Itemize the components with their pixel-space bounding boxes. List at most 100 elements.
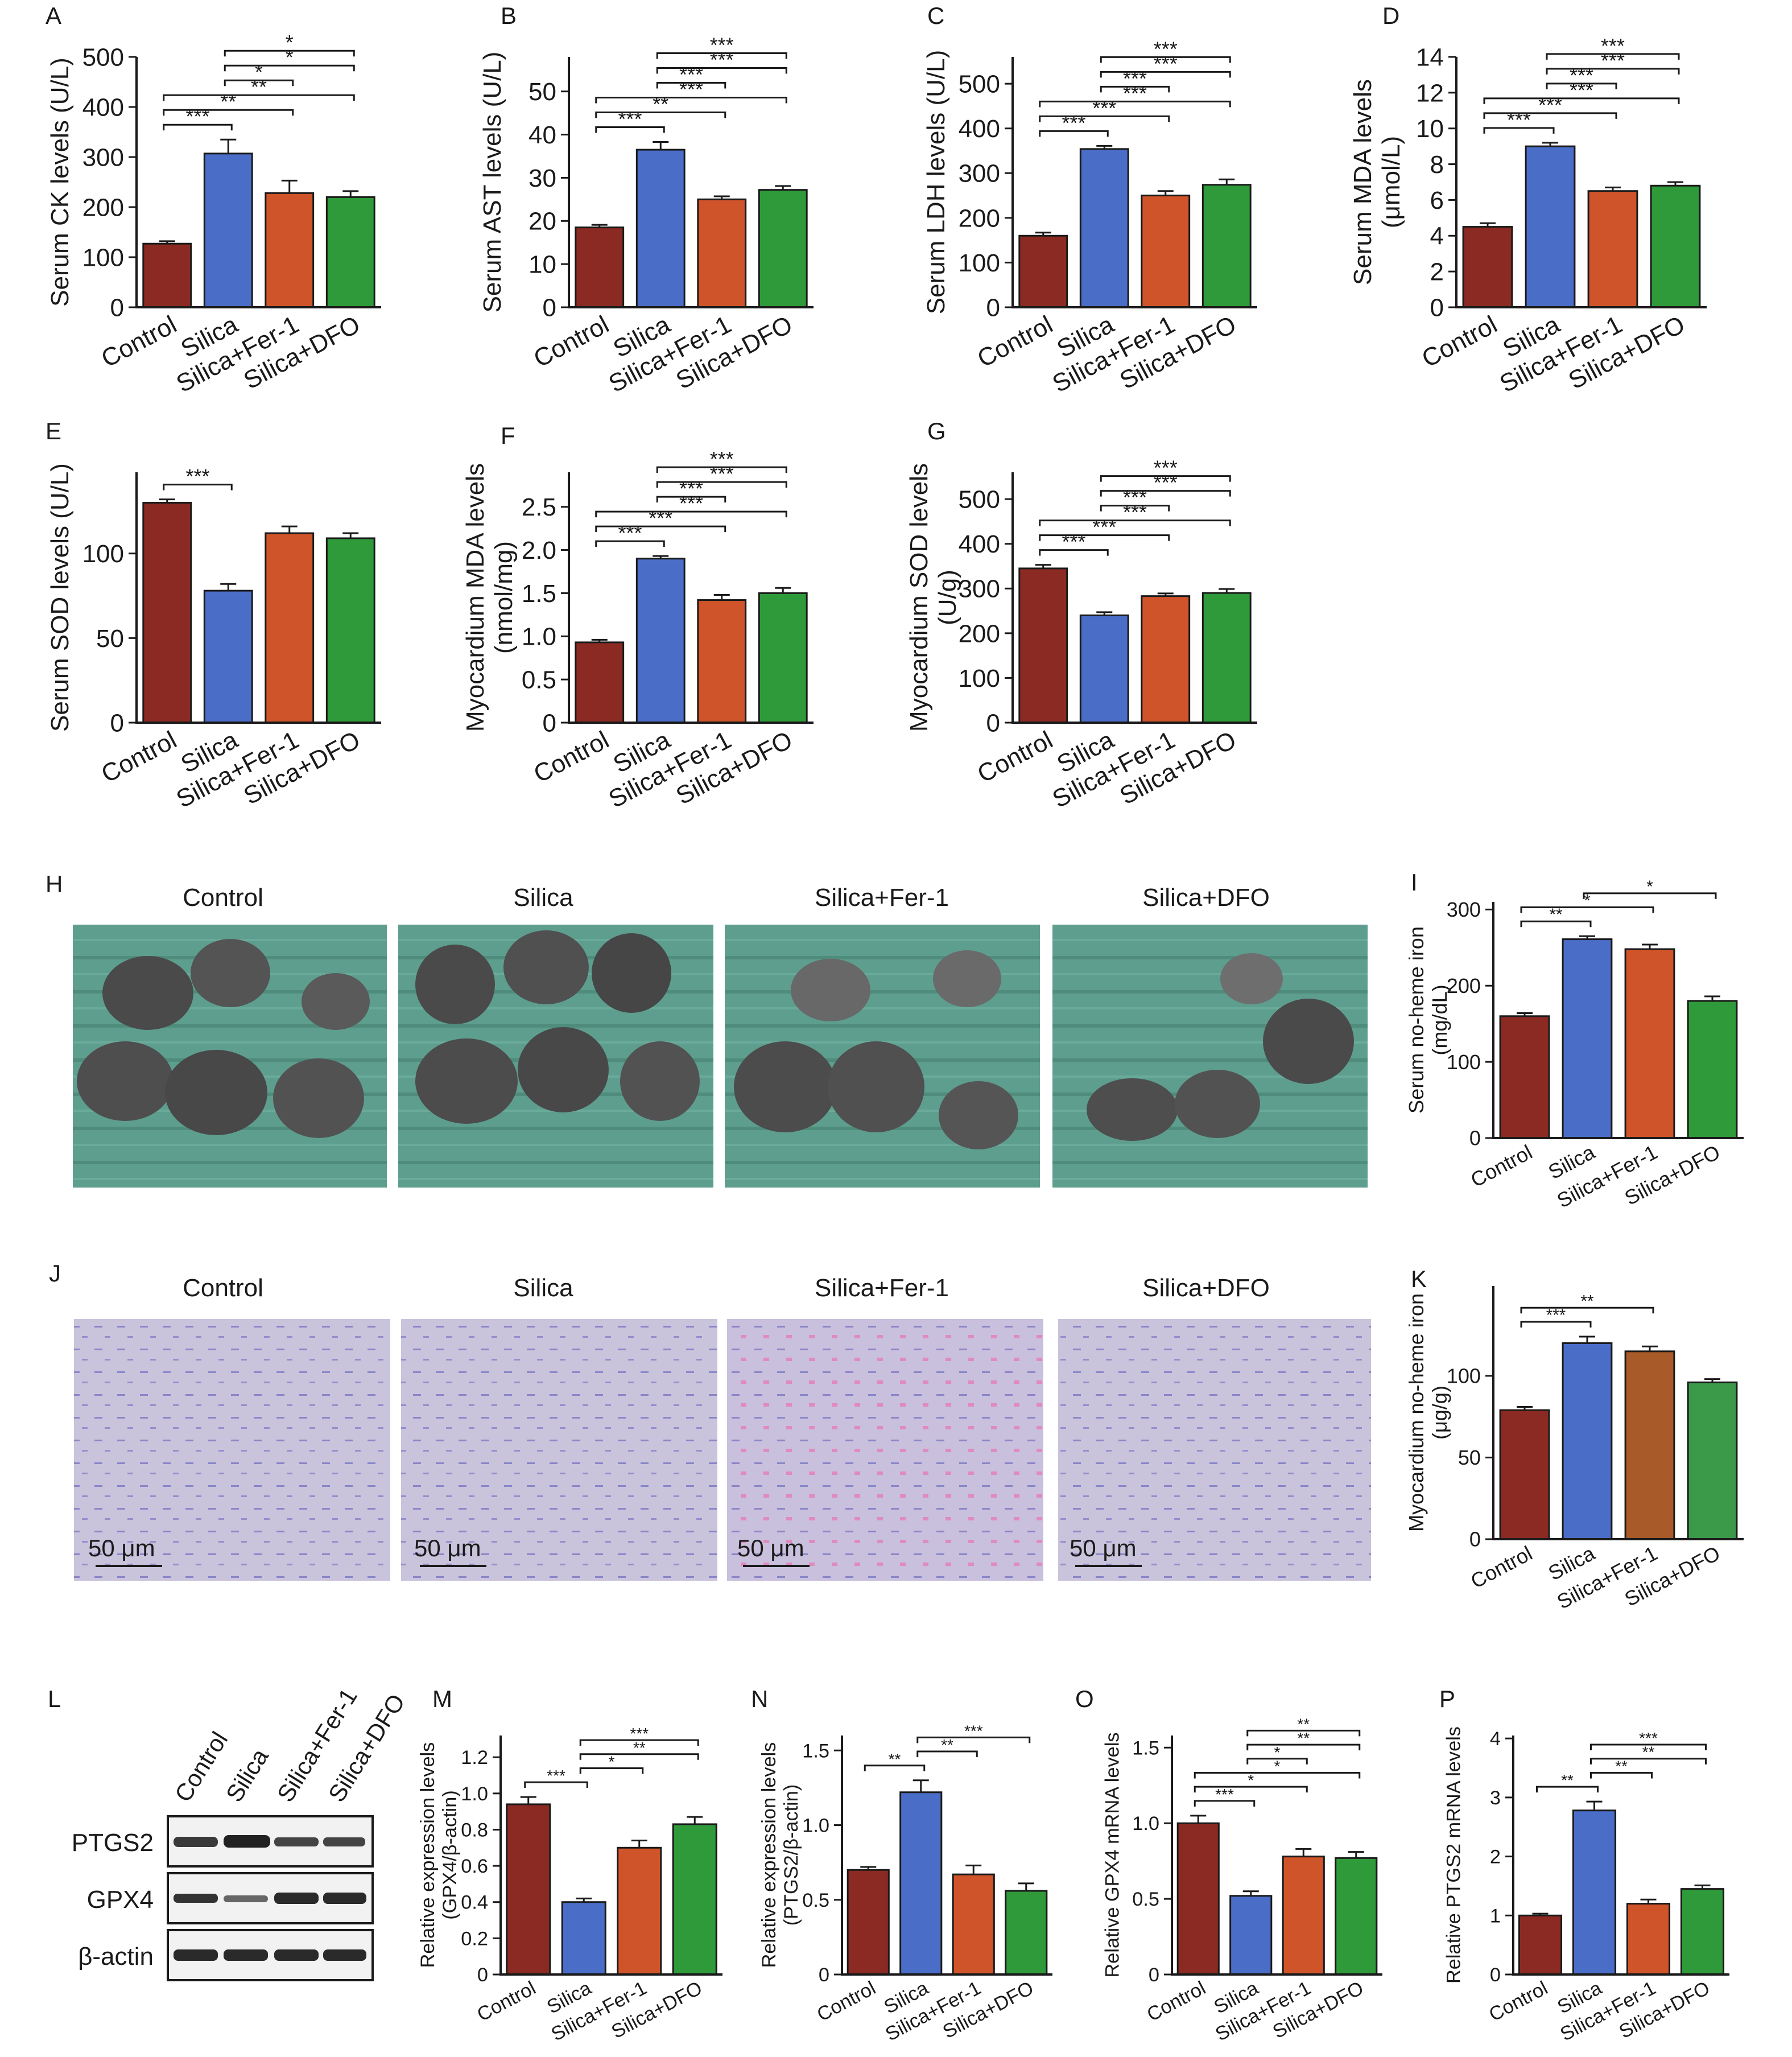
ytick-label-d-0: 0 bbox=[1430, 294, 1444, 321]
sig-bracket-a-4 bbox=[224, 64, 355, 72]
ytick-label-d-2: 4 bbox=[1430, 222, 1444, 250]
axes-m bbox=[499, 1736, 722, 1976]
sig-bracket-f-2 bbox=[595, 510, 787, 518]
bar-b-1 bbox=[635, 149, 686, 308]
ytick-label-p-1: 1 bbox=[1490, 1905, 1501, 1927]
bar-a-2 bbox=[265, 192, 315, 308]
panel-label-p: P bbox=[1439, 1685, 1455, 1712]
sig-label-g-1: *** bbox=[1092, 516, 1116, 539]
sig-label-f-1: *** bbox=[649, 506, 672, 530]
sig-label-d-1: *** bbox=[1538, 93, 1562, 117]
bar-k-3 bbox=[1687, 1381, 1738, 1540]
ylabel-i: Serum no-heme iron bbox=[1405, 926, 1428, 1114]
error-bar-a-0 bbox=[159, 240, 175, 244]
error-bar-b-0 bbox=[591, 224, 608, 228]
ytick-label-g-4: 400 bbox=[959, 530, 1000, 558]
ylabel-n: Relative expression levels bbox=[758, 1742, 780, 1968]
ytick-label-p-3: 3 bbox=[1490, 1787, 1501, 1809]
bar-b-3 bbox=[758, 189, 808, 308]
bar-c-3 bbox=[1201, 184, 1252, 308]
sig-bracket-k-1 bbox=[1520, 1306, 1654, 1314]
axes-p bbox=[1512, 1736, 1729, 1976]
sig-bracket-m-1 bbox=[579, 1767, 644, 1774]
bar-p-3 bbox=[1680, 1888, 1725, 1976]
panel-label-g: G bbox=[927, 418, 946, 444]
ylabel-m: Relative expression levels bbox=[417, 1742, 439, 1968]
sig-bracket-o-1 bbox=[1194, 1786, 1308, 1793]
stain-image-fer1 bbox=[727, 1319, 1043, 1581]
xtick-label-g-0: Control bbox=[973, 726, 1057, 789]
bar-i-0 bbox=[1499, 1015, 1550, 1139]
bar-p-1 bbox=[1572, 1809, 1617, 1976]
ytick-label-d-1: 2 bbox=[1430, 258, 1444, 286]
ytick-label-d-7: 14 bbox=[1416, 43, 1444, 71]
bar-d-2 bbox=[1587, 190, 1638, 308]
ylabel2-n: (PTGS2/β-actin) bbox=[781, 1784, 802, 1926]
sig-bracket-p-0 bbox=[1536, 1786, 1599, 1793]
ytick-label-i-0: 0 bbox=[1469, 1127, 1481, 1150]
ytick-label-g-5: 500 bbox=[959, 486, 1000, 514]
bar-o-2 bbox=[1282, 1856, 1325, 1976]
em-image-control bbox=[73, 925, 387, 1188]
bar-e-1 bbox=[203, 590, 253, 724]
ytick-label-m-6: 1.2 bbox=[461, 1747, 488, 1769]
sig-label-k-1: ** bbox=[1581, 1292, 1594, 1310]
bar-f-3 bbox=[758, 592, 808, 724]
sig-bracket-p-3 bbox=[1590, 1743, 1707, 1751]
sig-bracket-g-1 bbox=[1039, 534, 1170, 541]
axes-a bbox=[135, 57, 381, 308]
xtick-label-a-0: Control bbox=[97, 311, 181, 373]
error-bar-o-0 bbox=[1190, 1815, 1207, 1824]
sig-label-f-2: *** bbox=[679, 492, 703, 515]
sig-bracket-c-0 bbox=[1039, 130, 1109, 137]
sig-bracket-k-0 bbox=[1520, 1321, 1592, 1328]
error-bar-p-3 bbox=[1694, 1884, 1711, 1889]
bar-c-0 bbox=[1018, 234, 1068, 308]
sig-bracket-d-5 bbox=[1546, 53, 1680, 60]
ytick-label-m-4: 0.8 bbox=[461, 1819, 488, 1841]
blot-row-label-actin: β-actin bbox=[78, 1943, 154, 1971]
ytick-label-n-1: 0.5 bbox=[802, 1890, 829, 1911]
sig-bracket-f-5 bbox=[656, 466, 787, 473]
sig-bracket-d-3 bbox=[1546, 83, 1617, 89]
error-bar-i-1 bbox=[1579, 935, 1595, 939]
sig-bracket-e-0 bbox=[163, 484, 233, 490]
error-bar-d-1 bbox=[1542, 142, 1558, 147]
sig-label-o-4: ** bbox=[1297, 1729, 1310, 1747]
ytick-label-e-1: 50 bbox=[96, 625, 124, 653]
error-bar-e-0 bbox=[159, 498, 175, 503]
sig-label-g-0: *** bbox=[1062, 530, 1085, 554]
sig-bracket-d-4 bbox=[1546, 68, 1680, 75]
axes-o bbox=[1171, 1736, 1382, 1976]
sig-label-c-2: *** bbox=[1123, 81, 1147, 105]
error-bar-d-0 bbox=[1480, 222, 1496, 227]
sig-label-n-0: ** bbox=[889, 1750, 901, 1768]
ytick-label-a-1: 100 bbox=[82, 244, 124, 271]
ytick-label-k-0: 0 bbox=[1469, 1528, 1481, 1551]
xtick-label-c-0: Control bbox=[973, 311, 1057, 373]
error-bar-f-0 bbox=[591, 638, 608, 642]
error-bar-m-0 bbox=[520, 1796, 536, 1804]
ytick-label-g-2: 200 bbox=[959, 620, 1000, 648]
xtick-label-f-0: Control bbox=[529, 726, 613, 789]
sig-bracket-b-1 bbox=[595, 111, 726, 118]
sig-label-d-0: *** bbox=[1507, 108, 1531, 131]
error-bar-g-3 bbox=[1219, 588, 1235, 593]
sig-bracket-d-1 bbox=[1483, 112, 1617, 119]
sig-label-g-4: *** bbox=[1154, 471, 1178, 494]
sig-bracket-a-1 bbox=[163, 109, 294, 116]
blot-row-label-gpx4: GPX4 bbox=[87, 1886, 154, 1914]
sig-bracket-g-4 bbox=[1100, 490, 1231, 497]
error-bar-b-2 bbox=[713, 195, 730, 200]
ytick-label-b-4: 40 bbox=[528, 121, 556, 149]
axes-c bbox=[1011, 57, 1257, 308]
sig-label-f-3: *** bbox=[679, 477, 703, 500]
xtick-label-e-0: Control bbox=[97, 726, 181, 789]
error-bar-f-1 bbox=[653, 555, 669, 559]
sig-bracket-a-5 bbox=[224, 50, 355, 57]
error-bar-a-2 bbox=[281, 179, 298, 193]
panel-label-h: H bbox=[46, 871, 63, 897]
sig-label-m-3: *** bbox=[630, 1725, 649, 1742]
panel-h: H bbox=[46, 871, 1368, 1188]
